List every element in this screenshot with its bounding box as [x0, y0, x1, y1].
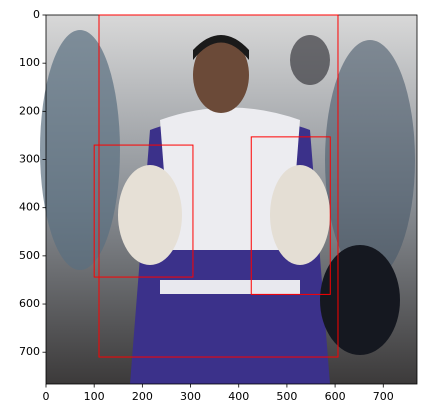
- y-tick-label: 700: [19, 345, 40, 358]
- bounding-box: [250, 136, 331, 295]
- bounding-box: [93, 144, 194, 278]
- x-tick-label: 100: [84, 390, 105, 403]
- bounding-box: [98, 14, 339, 358]
- y-tick-label: 100: [19, 56, 40, 69]
- y-tick-label: 400: [19, 201, 40, 214]
- photo: [40, 15, 417, 384]
- x-tick-label: 300: [180, 390, 201, 403]
- x-tick-label: 200: [132, 390, 153, 403]
- y-tick-label: 200: [19, 104, 40, 117]
- y-tick-label: 300: [19, 153, 40, 166]
- x-tick-label: 0: [43, 390, 50, 403]
- x-tick-label: 400: [228, 390, 249, 403]
- y-tick-label: 500: [19, 249, 40, 262]
- y-tick-label: 0: [33, 8, 40, 21]
- x-tick-label: 700: [373, 390, 394, 403]
- x-tick-label: 600: [325, 390, 346, 403]
- x-tick-label: 500: [276, 390, 297, 403]
- y-tick-label: 600: [19, 297, 40, 310]
